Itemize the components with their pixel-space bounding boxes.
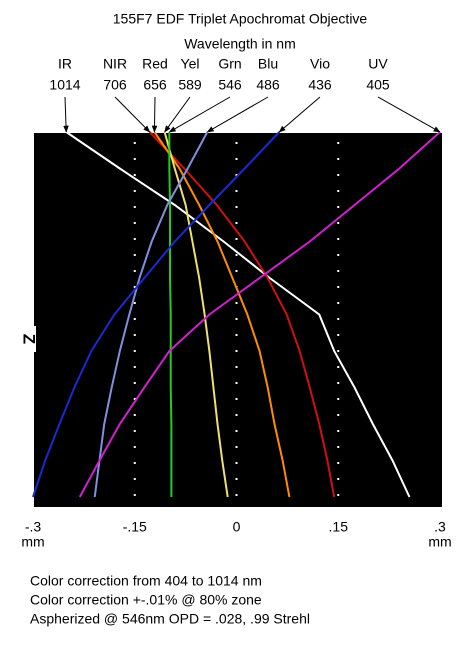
series-line: [163, 131, 229, 498]
legend-arrow: [151, 96, 158, 133]
z-marker: [20, 326, 36, 352]
series-line: [78, 131, 441, 498]
legend-name: UV: [368, 56, 388, 72]
legend-name: Red: [142, 56, 168, 72]
series-line: [65, 131, 411, 498]
y-axis-label: Z: [20, 334, 39, 344]
legend-wavelength: 546: [218, 77, 242, 93]
x-tick-label: .3: [434, 519, 446, 535]
note: Color correction from 404 to 1014 nm: [30, 573, 262, 589]
x-tick-label: -.15: [123, 519, 147, 535]
note: Aspherized @ 546nm OPD = .028, .99 Streh…: [30, 611, 310, 627]
legend-arrow: [63, 96, 69, 133]
legend-title: Wavelength in nm: [184, 36, 296, 52]
legend-arrow: [164, 96, 191, 133]
plot-area: [32, 131, 444, 509]
legend-name: Blu: [258, 56, 278, 72]
chart-title: 155F7 EDF Triplet Apochromat Objective: [113, 11, 368, 27]
series-line: [32, 131, 280, 498]
legend-arrow: [278, 96, 321, 133]
legend-wavelength: 405: [366, 77, 390, 93]
legend-wavelength: 1014: [49, 77, 80, 93]
legend-arrow: [114, 96, 151, 133]
series-line: [93, 131, 209, 498]
legend-name: Yel: [181, 56, 200, 72]
legend-name: Grn: [218, 56, 241, 72]
legend-name: NIR: [103, 56, 127, 72]
x-unit-label: mm: [21, 534, 44, 550]
x-tick-label: 0: [233, 519, 241, 535]
note: Color correction +-.01% @ 80% zone: [30, 592, 262, 608]
legend-name: IR: [58, 56, 72, 72]
series-line: [148, 131, 336, 498]
x-tick-label: .15: [329, 519, 349, 535]
legend-arrow: [168, 96, 231, 133]
legend-wavelength: 486: [256, 77, 280, 93]
series-line: [153, 131, 291, 498]
legend-arrow: [377, 96, 441, 133]
legend-wavelength: 436: [308, 77, 332, 93]
legend-arrow: [206, 96, 269, 133]
series-line: [168, 132, 173, 497]
legend-wavelength: 589: [178, 77, 202, 93]
x-unit-label: mm: [428, 534, 451, 550]
legend-wavelength: 706: [103, 77, 127, 93]
x-tick-label: -.3: [25, 519, 42, 535]
legend-name: Vio: [310, 56, 330, 72]
legend-wavelength: 656: [143, 77, 167, 93]
